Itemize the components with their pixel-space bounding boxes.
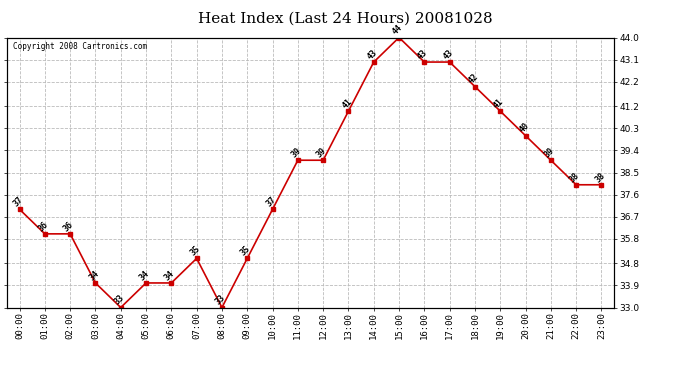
Text: 43: 43: [442, 48, 455, 61]
Text: 41: 41: [340, 97, 353, 110]
Text: 39: 39: [542, 146, 556, 159]
Text: 39: 39: [290, 146, 303, 159]
Text: 33: 33: [112, 293, 126, 307]
Text: 43: 43: [366, 48, 379, 61]
Text: 40: 40: [518, 122, 531, 135]
Text: 42: 42: [466, 72, 480, 86]
Text: 36: 36: [62, 220, 75, 233]
Text: 43: 43: [416, 48, 429, 61]
Text: 34: 34: [87, 269, 101, 282]
Text: 37: 37: [11, 195, 25, 208]
Text: 37: 37: [264, 195, 277, 208]
Text: Copyright 2008 Cartronics.com: Copyright 2008 Cartronics.com: [13, 42, 147, 51]
Text: 36: 36: [37, 220, 50, 233]
Text: 38: 38: [593, 171, 607, 184]
Text: 41: 41: [492, 97, 505, 110]
Text: 38: 38: [568, 171, 581, 184]
Text: 33: 33: [214, 293, 227, 307]
Text: 34: 34: [163, 269, 177, 282]
Text: 34: 34: [138, 269, 151, 282]
Text: 44: 44: [391, 23, 404, 37]
Text: 35: 35: [239, 244, 253, 258]
Text: 39: 39: [315, 146, 328, 159]
Text: 35: 35: [188, 244, 201, 258]
Text: Heat Index (Last 24 Hours) 20081028: Heat Index (Last 24 Hours) 20081028: [198, 11, 492, 25]
